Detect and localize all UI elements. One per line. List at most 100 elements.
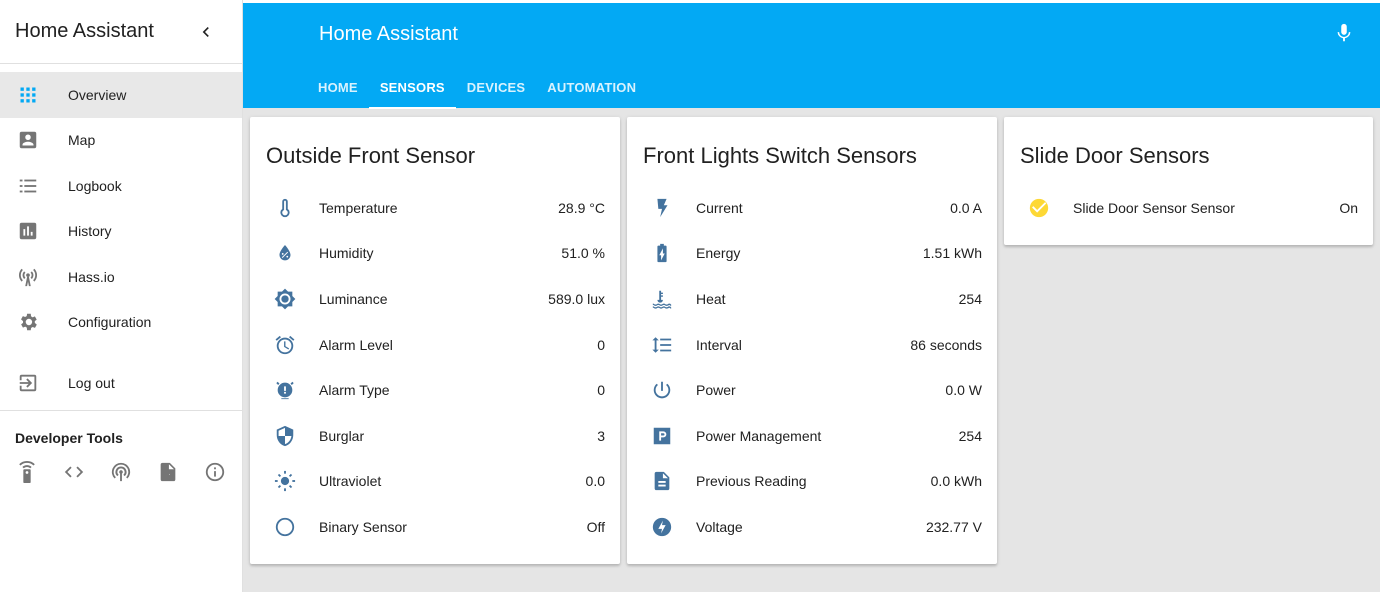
entity-name: Luminance bbox=[319, 290, 388, 307]
entity-row-power-management[interactable]: Power Management 254 bbox=[627, 413, 997, 459]
sidebar-menu: Overview Map Logbook History Hass.io bbox=[0, 64, 242, 406]
entity-value: 86 seconds bbox=[910, 336, 982, 353]
developer-tools-title: Developer Tools bbox=[15, 429, 123, 446]
sidebar-item-label: Hass.io bbox=[68, 268, 115, 285]
entity-value: 3 bbox=[597, 427, 605, 444]
tab-sensors[interactable]: Sensors bbox=[368, 65, 456, 109]
sidebar-item-history[interactable]: History bbox=[0, 209, 242, 255]
grid-icon bbox=[16, 83, 40, 107]
alarm-icon bbox=[273, 333, 297, 357]
sidebar-item-label: History bbox=[68, 223, 112, 240]
tab-automation[interactable]: Automation bbox=[547, 79, 637, 95]
entity-row-voltage[interactable]: Voltage 232.77 V bbox=[627, 504, 997, 550]
list-icon bbox=[16, 174, 40, 198]
line-spacing-icon bbox=[650, 333, 674, 357]
chevron-left-icon bbox=[202, 26, 209, 37]
sidebar-item-overview[interactable]: Overview bbox=[0, 72, 242, 118]
file-export-icon[interactable] bbox=[156, 460, 180, 484]
entity-row-humidity[interactable]: Humidity 51.0 % bbox=[250, 231, 620, 277]
entity-value: 232.77 V bbox=[925, 518, 982, 535]
entity-row-ultraviolet[interactable]: Ultraviolet 0.0 bbox=[250, 459, 620, 505]
sidebar-item-map[interactable]: Map bbox=[0, 118, 242, 164]
battery-charging-icon bbox=[650, 241, 674, 265]
logout-icon bbox=[16, 371, 40, 395]
entity-name: Temperature bbox=[319, 199, 398, 216]
sidebar-header: Home Assistant bbox=[0, 0, 242, 64]
tab-home[interactable]: Home bbox=[318, 79, 358, 95]
entity-value: 0.0 kWh bbox=[930, 473, 982, 490]
entity-value: 0.0 W bbox=[945, 382, 982, 399]
entity-row-current[interactable]: Current 0.0 A bbox=[627, 185, 997, 231]
entity-row-alarm-type[interactable]: Alarm Type 0 bbox=[250, 367, 620, 413]
info-icon[interactable] bbox=[203, 460, 227, 484]
gear-icon bbox=[16, 310, 40, 334]
entity-value: 589.0 lux bbox=[548, 290, 605, 307]
entity-row-slide-door-sensor[interactable]: Slide Door Sensor Sensor On bbox=[1004, 185, 1373, 231]
sun-icon bbox=[273, 469, 297, 493]
antenna-icon bbox=[16, 265, 40, 289]
circle-outline-icon bbox=[273, 515, 297, 539]
entity-name: Voltage bbox=[696, 518, 743, 535]
code-icon[interactable] bbox=[62, 460, 86, 484]
entity-row-power[interactable]: Power 0.0 W bbox=[627, 367, 997, 413]
entity-row-burglar[interactable]: Burglar 3 bbox=[250, 413, 620, 459]
entity-row-binary-sensor[interactable]: Binary Sensor Off bbox=[250, 504, 620, 550]
sidebar-item-label: Logbook bbox=[68, 177, 122, 194]
power-icon bbox=[650, 378, 674, 402]
front-lights-switch-sensors-card: Front Lights Switch Sensors Current 0.0 … bbox=[627, 117, 997, 564]
shield-icon bbox=[273, 424, 297, 448]
collapse-sidebar-button[interactable] bbox=[194, 20, 218, 44]
entity-name: Burglar bbox=[319, 427, 365, 444]
entity-name: Power Management bbox=[696, 427, 822, 444]
entity-row-heat[interactable]: Heat 254 bbox=[627, 276, 997, 322]
entity-row-previous-reading[interactable]: Previous Reading 0.0 kWh bbox=[627, 459, 997, 505]
entity-value: 1.51 kWh bbox=[922, 245, 982, 262]
entity-value: 254 bbox=[958, 427, 982, 444]
card-title: Slide Door Sensors bbox=[1020, 143, 1210, 168]
page-title: Home Assistant bbox=[319, 23, 458, 45]
remote-icon[interactable] bbox=[15, 460, 39, 484]
sidebar-item-configuration[interactable]: Configuration bbox=[0, 300, 242, 346]
entity-name: Alarm Type bbox=[319, 382, 390, 399]
entity-row-interval[interactable]: Interval 86 seconds bbox=[627, 322, 997, 368]
entity-name: Humidity bbox=[319, 245, 374, 262]
sidebar-item-label: Overview bbox=[68, 86, 127, 103]
entity-row-energy[interactable]: Energy 1.51 kWh bbox=[627, 231, 997, 277]
voice-command-button[interactable] bbox=[1332, 21, 1356, 45]
sidebar-item-label: Log out bbox=[68, 374, 115, 391]
parking-icon bbox=[650, 424, 674, 448]
entity-name: Slide Door Sensor Sensor bbox=[1073, 199, 1235, 216]
brightness-icon bbox=[273, 287, 297, 311]
chart-box-icon bbox=[16, 219, 40, 243]
account-box-icon bbox=[16, 128, 40, 152]
sidebar-item-label: Map bbox=[68, 132, 96, 149]
entity-value: 0 bbox=[597, 382, 605, 399]
slide-door-sensors-card: Slide Door Sensors Slide Door Sensor Sen… bbox=[1004, 117, 1373, 245]
microphone-icon bbox=[1337, 23, 1351, 42]
broadcast-icon[interactable] bbox=[109, 460, 133, 484]
entity-value: 0.0 A bbox=[950, 199, 982, 216]
entity-row-temperature[interactable]: Temperature 28.9 °C bbox=[250, 185, 620, 231]
entity-name: Interval bbox=[696, 336, 742, 353]
flash-icon bbox=[650, 196, 674, 220]
entity-value: On bbox=[1339, 199, 1358, 216]
entity-row-luminance[interactable]: Luminance 589.0 lux bbox=[250, 276, 620, 322]
check-circle-icon bbox=[1027, 196, 1051, 220]
sidebar-item-hassio[interactable]: Hass.io bbox=[0, 254, 242, 300]
entity-row-alarm-level[interactable]: Alarm Level 0 bbox=[250, 322, 620, 368]
sidebar-item-logbook[interactable]: Logbook bbox=[0, 163, 242, 209]
developer-tools bbox=[0, 446, 242, 484]
outside-front-sensor-card: Outside Front Sensor Temperature 28.9 °C… bbox=[250, 117, 620, 564]
card-title: Front Lights Switch Sensors bbox=[643, 143, 917, 168]
tab-devices[interactable]: Devices bbox=[466, 79, 526, 95]
entity-value: Off bbox=[586, 518, 605, 535]
view-tabs: Home Sensors Devices Automation bbox=[307, 65, 647, 109]
water-percent-icon bbox=[273, 241, 297, 265]
thermometer-icon bbox=[273, 196, 297, 220]
sidebar-item-logout[interactable]: Log out bbox=[0, 360, 242, 406]
sidebar-divider bbox=[0, 409, 242, 411]
heat-icon bbox=[650, 287, 674, 311]
app-header: Home Assistant Home Sensors Devices Auto… bbox=[243, 0, 1380, 109]
entity-name: Energy bbox=[696, 245, 741, 262]
entity-name: Ultraviolet bbox=[319, 473, 382, 490]
